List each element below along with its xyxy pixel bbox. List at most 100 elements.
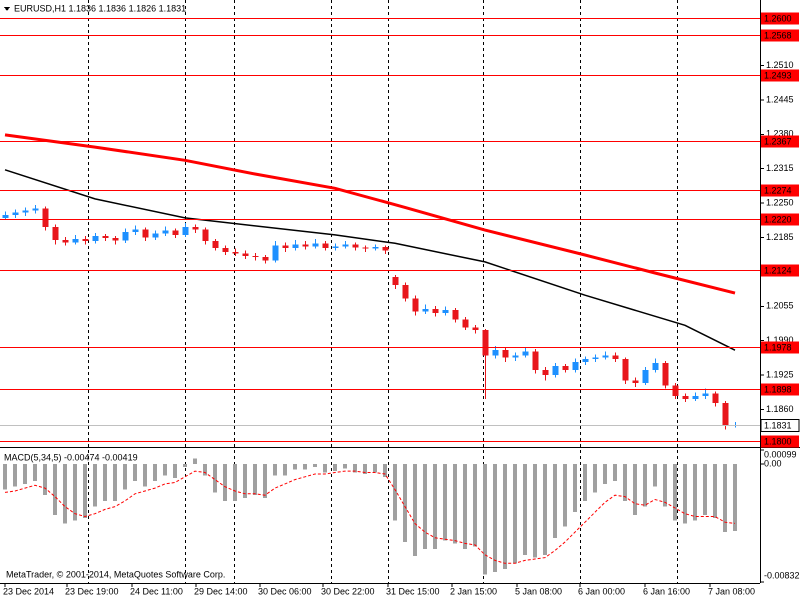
histogram-bar (3, 464, 7, 490)
level-label: 1.2568 (764, 30, 792, 40)
candle-body (232, 251, 239, 254)
candle-body (552, 366, 559, 376)
y-tick-label: 1.1925 (766, 369, 794, 379)
candle-body (592, 357, 599, 360)
y-tick-label: 0.00099 (764, 449, 797, 459)
level-label: 1.1898 (764, 384, 792, 394)
histogram-bar (173, 464, 177, 479)
signal-line (4, 470, 736, 564)
candle-body (582, 359, 589, 362)
histogram-bar (283, 464, 287, 476)
level-label: 1.2367 (764, 136, 792, 146)
candle-body (322, 243, 329, 249)
level-label: 1.2220 (764, 214, 792, 224)
level-label: 1.2600 (764, 13, 792, 23)
histogram-bar (193, 458, 197, 465)
histogram-bar (363, 464, 367, 474)
candle-body (202, 229, 209, 242)
histogram-bar (313, 464, 317, 467)
histogram-bar (543, 464, 547, 555)
candle-body (602, 355, 609, 358)
candle-body (242, 253, 249, 257)
histogram-bar (483, 464, 487, 575)
candle-body (32, 208, 39, 211)
candle-body (642, 369, 649, 383)
histogram-bar (183, 464, 187, 467)
histogram-bar (683, 464, 687, 524)
candle-body (212, 241, 219, 249)
histogram-bar (143, 464, 147, 487)
candle-body (472, 327, 479, 331)
candle-body (102, 235, 109, 239)
moving-average (4, 169, 736, 351)
candle-body (692, 396, 699, 399)
candle-body (262, 257, 269, 261)
level-label: 1.2274 (764, 185, 792, 195)
y-tick-label: 1.2315 (766, 163, 794, 173)
histogram-bar (333, 464, 337, 472)
candle-body (392, 277, 399, 286)
histogram-bar (393, 464, 397, 521)
histogram-bar (103, 464, 107, 501)
histogram-bar (443, 464, 447, 541)
histogram-bar (23, 464, 27, 484)
histogram-bar (83, 464, 87, 518)
histogram-bar (223, 464, 227, 501)
candle-body (132, 229, 139, 233)
chart-title: EURUSD,H1 1.1836 1.1836 1.1826 1.1831 (14, 3, 186, 13)
y-tick-label: 1.2380 (766, 129, 794, 139)
histogram-bar (63, 464, 67, 524)
histogram-bar (423, 464, 427, 550)
candle-body (372, 247, 379, 249)
last-price-box (760, 419, 800, 432)
candle-body (252, 256, 259, 258)
candle-body (192, 226, 199, 230)
level-label-box (761, 341, 799, 354)
candle-body (352, 244, 359, 248)
x-tick-label: 29 Dec 14:00 (194, 586, 248, 596)
histogram-bar (113, 464, 117, 501)
level-label-box (761, 12, 799, 25)
histogram-bar (253, 464, 257, 496)
candle-body (412, 298, 419, 312)
last-price-label: 1.1831 (764, 420, 792, 430)
histogram-bar (463, 464, 467, 550)
candle-body (2, 214, 9, 218)
y-tick-label: 1.2510 (766, 60, 794, 70)
histogram-bar (203, 464, 207, 476)
x-tick-label: 2 Jan 15:00 (450, 586, 497, 596)
candle-body (382, 247, 389, 251)
level-label: 1.1800 (764, 436, 792, 446)
candle-body (332, 246, 339, 249)
candle-body (162, 230, 169, 234)
level-label-box (761, 184, 799, 197)
x-tick-label: 30 Dec 06:00 (258, 586, 312, 596)
histogram-bar (533, 464, 537, 558)
candle-body (22, 210, 29, 213)
histogram-bar (553, 464, 557, 538)
candle-body (112, 238, 119, 241)
histogram-bar (653, 464, 657, 487)
histogram-bar (493, 464, 497, 572)
y-tick-label: 1.1990 (766, 335, 794, 345)
candle-body (712, 393, 719, 404)
histogram-bar (403, 464, 407, 543)
x-tick-label: 24 Dec 11:00 (130, 586, 183, 596)
level-label: 1.2493 (764, 70, 792, 80)
x-tick-label: 6 Jan 16:00 (643, 586, 690, 596)
candle-body (522, 351, 529, 356)
histogram-bar (723, 464, 727, 533)
candle-body (42, 208, 49, 227)
candle-body (612, 355, 619, 360)
candle-body (452, 309, 459, 320)
x-tick-label: 5 Jan 08:00 (515, 586, 562, 596)
candle-body (442, 309, 449, 314)
histogram-bar (323, 464, 327, 473)
menu-arrow[interactable] (4, 7, 10, 11)
histogram-bar (713, 464, 717, 518)
candle-body (292, 244, 299, 249)
candle-body (92, 235, 99, 242)
histogram-bar (373, 464, 377, 473)
